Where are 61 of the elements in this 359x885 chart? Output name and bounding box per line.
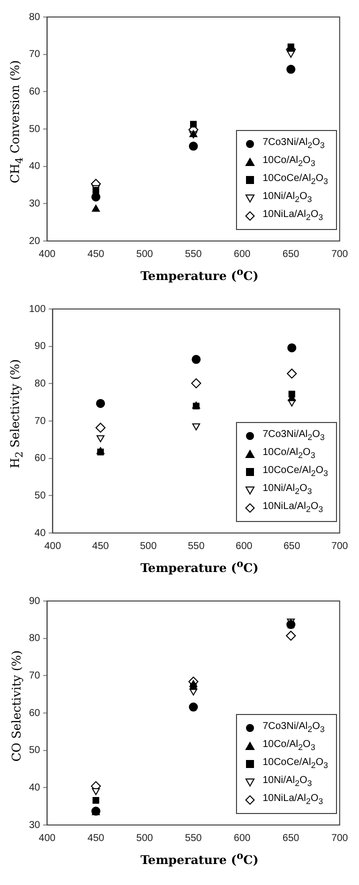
y-tick-label: 100 [28,304,46,315]
legend-label: 10CoCe/Al$_{2}$O$_{3}$ [262,756,328,772]
y-tick-label: 50 [29,745,41,756]
y-tick-label: 60 [29,86,41,98]
y-tick-label: 30 [29,820,41,831]
y-tick-label: 40 [34,528,46,539]
x-tick-label: 600 [234,832,251,844]
x-tick-label: 550 [185,832,202,844]
x-tick-label: 450 [92,540,110,552]
x-axis-title: Temperature ($^{o}$C) [140,851,260,867]
x-tick-label: 700 [331,248,348,260]
y-tick-label: 60 [29,708,41,719]
x-tick-label: 450 [88,248,105,260]
legend-label: 10Ni/Al$_{2}$O$_{3}$ [262,190,312,206]
y-tick-label: 50 [34,490,46,502]
x-tick-label: 500 [136,248,154,260]
y-tick-label: 80 [34,378,46,390]
x-tick-label: 400 [44,540,62,552]
legend-label: 10CoCe/Al$_{2}$O$_{3}$ [262,464,328,480]
legend-label: 7Co3Ni/Al$_{2}$O$_{3}$ [262,136,325,152]
x-tick-label: 500 [140,540,158,552]
legend-label: 10NiLa/Al$_{2}$O$_{3}$ [262,208,323,224]
y-tick-label: 20 [29,236,41,247]
x-tick-label: 550 [188,540,205,552]
legend-label: 10NiLa/Al$_{2}$O$_{3}$ [262,500,323,516]
y-tick-label: 70 [29,670,41,682]
y-tick-label: 70 [34,416,46,427]
legend-label: 7Co3Ni/Al$_{2}$O$_{3}$ [262,428,325,444]
x-tick-label: 650 [282,832,300,844]
legend-label: 10Ni/Al$_{2}$O$_{3}$ [262,482,312,498]
x-tick-label: 400 [38,832,56,844]
x-axis-title: Temperature ($^{o}$C) [140,559,260,575]
y-tick-label: 50 [29,124,41,135]
y-tick-label: 90 [29,596,41,607]
x-tick-label: 600 [234,248,251,260]
y-tick-label: 80 [29,633,41,644]
y-tick-label: 90 [34,341,46,352]
y-tick-label: 40 [29,782,41,794]
x-tick-label: 700 [331,832,348,844]
x-tick-label: 450 [88,832,105,844]
y-tick-label: 30 [29,198,41,210]
y-tick-label: 70 [29,49,41,60]
y-tick-label: 60 [34,453,46,464]
x-tick-label: 600 [236,540,253,552]
x-axis-title: Temperature ($^{o}$C) [140,267,260,283]
y-axis-title: CO Selectivity (%) [10,650,24,762]
legend-label: 10Co/Al$_{2}$O$_{3}$ [262,154,316,170]
legend-label: 10CoCe/Al$_{2}$O$_{3}$ [262,172,328,188]
legend-label: 10Co/Al$_{2}$O$_{3}$ [262,738,316,754]
legend-label: 7Co3Ni/Al$_{2}$O$_{3}$ [262,720,325,736]
x-tick-label: 650 [282,248,300,260]
x-tick-label: 500 [136,832,154,844]
legend-label: 10Co/Al$_{2}$O$_{3}$ [262,446,316,462]
x-tick-label: 400 [38,248,56,260]
x-tick-label: 650 [283,540,301,552]
legend-label: 10Ni/Al$_{2}$O$_{3}$ [262,774,312,790]
x-tick-label: 700 [331,540,348,552]
y-tick-label: 80 [29,12,41,23]
legend-label: 10NiLa/Al$_{2}$O$_{3}$ [262,792,323,808]
x-tick-label: 550 [185,248,202,260]
y-tick-label: 40 [29,161,41,172]
